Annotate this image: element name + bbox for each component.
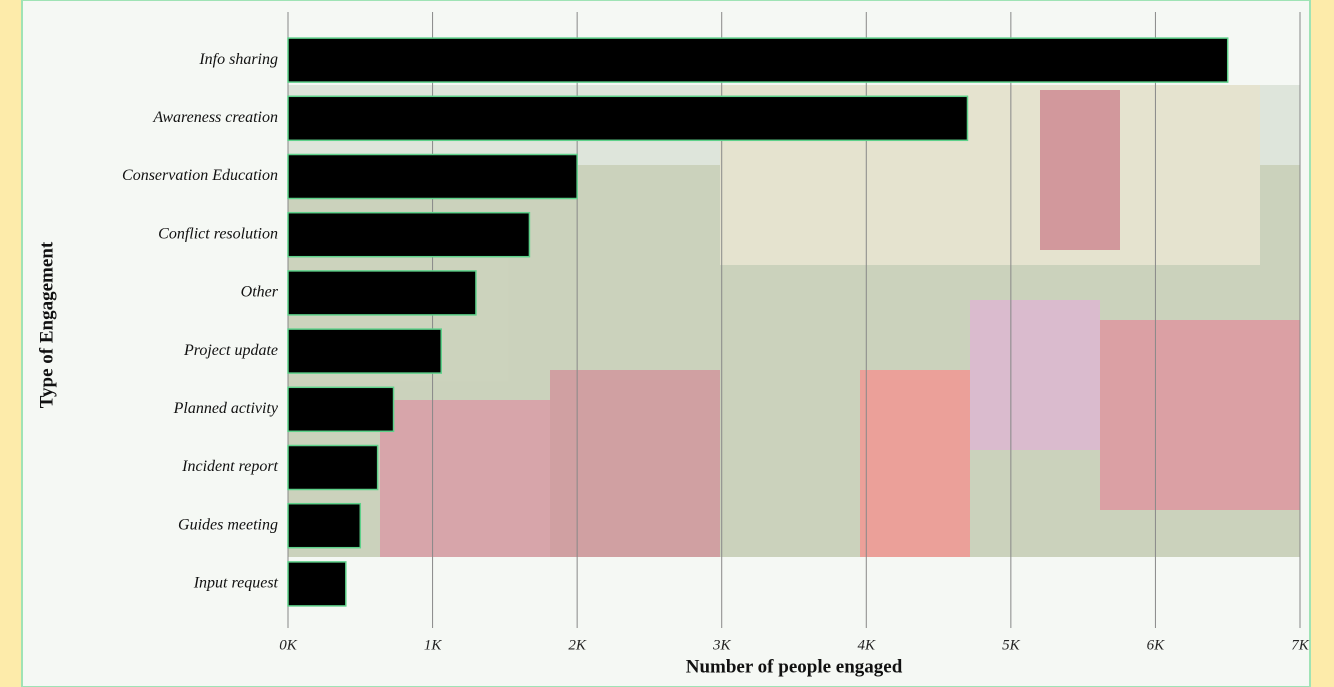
- x-axis-title: Number of people engaged: [686, 656, 903, 677]
- y-tick-label: Conservation Education: [122, 167, 278, 184]
- y-tick-label: Info sharing: [198, 51, 278, 68]
- x-tick-label: 0K: [279, 637, 298, 653]
- x-tick-label: 2K: [568, 637, 587, 653]
- bar: [287, 444, 379, 491]
- bar: [287, 211, 531, 258]
- background-photo: [288, 85, 1300, 557]
- y-tick-label: Incident report: [181, 458, 278, 475]
- x-tick-label: 5K: [1002, 637, 1021, 653]
- y-tick-label: Conflict resolution: [158, 225, 278, 242]
- bar: [287, 386, 395, 433]
- y-tick-label: Planned activity: [173, 400, 279, 417]
- x-tick-label: 3K: [712, 637, 732, 653]
- bar: [287, 502, 362, 549]
- y-tick-label: Input request: [193, 575, 279, 592]
- y-tick-label: Project update: [183, 342, 278, 359]
- bar: [287, 153, 578, 200]
- y-tick-label: Awareness creation: [152, 109, 278, 126]
- bar: [287, 270, 477, 316]
- bar: [287, 95, 969, 142]
- x-tick-label: 6K: [1147, 637, 1166, 653]
- x-tick-label: 4K: [858, 637, 877, 653]
- y-axis-title: Type of Engagement: [36, 241, 57, 408]
- bar: [287, 561, 347, 607]
- y-tick-label: Other: [241, 284, 279, 301]
- bar: [287, 328, 442, 374]
- x-tick-label: 7K: [1291, 637, 1310, 653]
- bar: [287, 37, 1229, 83]
- x-tick-label: 1K: [424, 637, 443, 653]
- y-tick-label: Guides meeting: [178, 516, 278, 533]
